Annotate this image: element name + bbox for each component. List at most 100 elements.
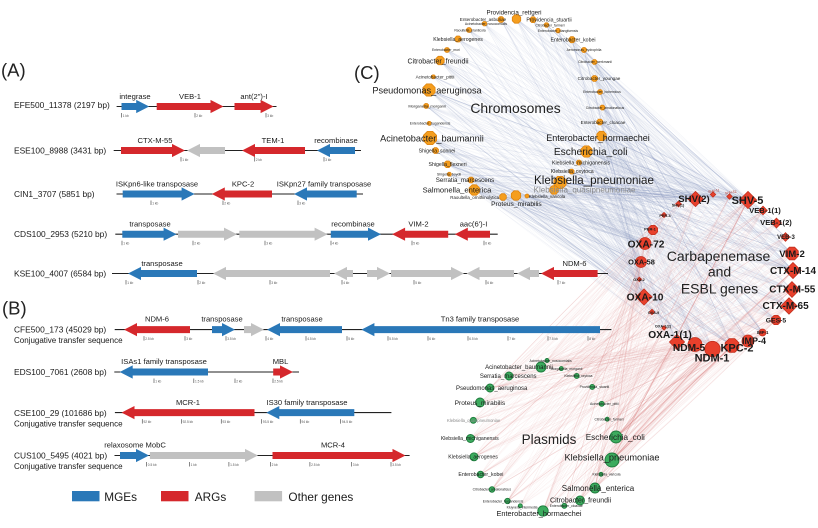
- svg-text:CTX-M-55: CTX-M-55: [137, 136, 172, 145]
- svg-text:Klebsiella_varicola: Klebsiella_varicola: [529, 194, 566, 199]
- svg-text:Shigella_flexneri: Shigella_flexneri: [429, 162, 467, 168]
- svg-text:ISKpn27 family transposase: ISKpn27 family transposase: [277, 180, 372, 189]
- svg-text:Enterobacter_xiangfuensis: Enterobacter_xiangfuensis: [538, 29, 578, 33]
- svg-text:OXA-1(2): OXA-1(2): [655, 325, 672, 329]
- svg-text:3 kb: 3 kb: [266, 242, 272, 246]
- svg-text:2 kb: 2 kb: [272, 463, 278, 467]
- svg-text:Conjugative transfer sequence: Conjugative transfer sequence: [14, 462, 123, 471]
- svg-text:1 kb: 1 kb: [155, 380, 161, 384]
- svg-text:and: and: [708, 264, 731, 280]
- svg-text:SHV-5: SHV-5: [732, 195, 764, 207]
- svg-text:KPC-2: KPC-2: [232, 180, 254, 189]
- svg-text:2 kb: 2 kb: [224, 202, 230, 206]
- svg-text:6 kb: 6 kb: [485, 242, 491, 246]
- svg-text:Klebsiella_oxytoca: Klebsiella_oxytoca: [551, 169, 594, 175]
- svg-text:2 kb: 2 kb: [236, 380, 242, 384]
- svg-text:ESE100_8988 (3431 bp): ESE100_8988 (3431 bp): [14, 145, 106, 155]
- svg-text:EFE500_11378 (2197 bp): EFE500_11378 (2197 bp): [14, 100, 110, 110]
- svg-text:SHV-52: SHV-52: [725, 190, 737, 196]
- svg-text:Enterobacter_cloacae: Enterobacter_cloacae: [581, 120, 626, 125]
- svg-text:2 kb: 2 kb: [196, 114, 202, 118]
- svg-text:EDS100_7061 (2608 bp): EDS100_7061 (2608 bp): [14, 367, 107, 377]
- svg-text:KSE100_4007 (6584 bp): KSE100_4007 (6584 bp): [14, 268, 106, 278]
- svg-text:VEB-1: VEB-1: [179, 92, 201, 101]
- svg-text:NDM-1: NDM-1: [695, 353, 730, 365]
- svg-text:2.5 kb: 2.5 kb: [311, 463, 320, 467]
- svg-text:Citrobacter_amalonaticus: Citrobacter_amalonaticus: [473, 488, 512, 492]
- svg-text:aac(6')-I: aac(6')-I: [460, 220, 488, 229]
- svg-text:7 kb: 7 kb: [509, 337, 515, 341]
- svg-text:Escherichia_coli: Escherichia_coli: [554, 147, 628, 158]
- svg-text:VEB-3: VEB-3: [777, 235, 795, 241]
- svg-text:Shigella_boydii: Shigella_boydii: [437, 172, 461, 176]
- svg-text:Enterobacter_hormaechei: Enterobacter_hormaechei: [546, 133, 650, 143]
- svg-text:Klebsiella_quasipneumoniae: Klebsiella_quasipneumoniae: [447, 418, 501, 423]
- svg-text:Raoultella_planticola: Raoultella_planticola: [454, 28, 485, 32]
- svg-text:0.5 kb: 0.5 kb: [148, 463, 157, 467]
- svg-text:Shigella_sonnei: Shigella_sonnei: [419, 148, 456, 154]
- svg-text:1 kb: 1 kb: [182, 158, 188, 162]
- svg-text:VEB-1(2): VEB-1(2): [760, 218, 792, 227]
- svg-text:7 kb: 7 kb: [559, 281, 565, 285]
- svg-text:Chromosomes: Chromosomes: [470, 100, 560, 116]
- svg-text:1.5 kb: 1.5 kb: [230, 463, 239, 467]
- svg-text:Enterobacter_bohemicus: Enterobacter_bohemicus: [583, 90, 621, 94]
- svg-text:CTX-M-14: CTX-M-14: [770, 266, 817, 277]
- svg-text:transposase: transposase: [201, 315, 242, 324]
- svg-text:Enterobacter_kobei: Enterobacter_kobei: [458, 472, 503, 478]
- svg-text:SHV(2): SHV(2): [678, 194, 709, 205]
- svg-text:Citrobacter_farmeri: Citrobacter_farmeri: [535, 23, 564, 27]
- svg-text:Conjugative transfer sequence: Conjugative transfer sequence: [14, 336, 123, 345]
- svg-text:Enterobacter_bugandensis: Enterobacter_bugandensis: [410, 122, 451, 126]
- svg-text:Klebsiella_michiganensis: Klebsiella_michiganensis: [552, 160, 610, 166]
- svg-text:Plasmids: Plasmids: [522, 432, 577, 447]
- svg-text:Klebsiella_quasipneumoniae: Klebsiella_quasipneumoniae: [534, 185, 636, 194]
- svg-text:Serratia_marcescens: Serratia_marcescens: [436, 177, 494, 184]
- svg-text:Escherichia_coli: Escherichia_coli: [586, 433, 645, 442]
- svg-text:Klebsiella_oxytoca: Klebsiella_oxytoca: [564, 374, 592, 378]
- svg-text:Enterobacter_cloacae: Enterobacter_cloacae: [550, 504, 583, 508]
- svg-text:integrase: integrase: [119, 92, 150, 101]
- svg-text:Enterobacter_mori: Enterobacter_mori: [432, 48, 460, 52]
- svg-text:OXA-1(1): OXA-1(1): [648, 330, 692, 341]
- svg-text:recombinase: recombinase: [331, 220, 374, 229]
- svg-text:(A): (A): [1, 60, 26, 81]
- svg-text:ESBL genes: ESBL genes: [681, 281, 758, 297]
- svg-text:Klebsiella_pneumoniae: Klebsiella_pneumoniae: [564, 452, 659, 462]
- svg-text:relaxosome MobC: relaxosome MobC: [104, 440, 166, 449]
- svg-text:ISAs1 family transposase: ISAs1 family transposase: [121, 357, 207, 366]
- svg-text:Tn3 family transposase: Tn3 family transposase: [441, 315, 520, 324]
- svg-text:recombinase: recombinase: [314, 136, 357, 145]
- svg-text:Klebsiella_pneumoniae: Klebsiella_pneumoniae: [534, 174, 654, 187]
- svg-text:94.5 kb: 94.5 kb: [342, 420, 353, 424]
- svg-text:ARGs: ARGs: [195, 490, 227, 504]
- svg-text:transposase: transposase: [129, 220, 170, 229]
- svg-text:Citrobacter_freundii: Citrobacter_freundii: [550, 498, 612, 505]
- svg-text:VIM-2: VIM-2: [779, 249, 805, 260]
- svg-text:4 kb: 4 kb: [332, 242, 338, 246]
- svg-text:IMP-1: IMP-1: [757, 330, 769, 335]
- svg-text:Citrobacter_amalonaticus: Citrobacter_amalonaticus: [586, 106, 625, 110]
- svg-text:93 kb: 93 kb: [223, 420, 231, 424]
- svg-text:4.5 kb: 4.5 kb: [307, 337, 316, 341]
- svg-text:transposase: transposase: [141, 259, 182, 268]
- svg-text:VEB-1(1): VEB-1(1): [749, 206, 781, 215]
- svg-text:5 kb: 5 kb: [413, 242, 419, 246]
- svg-text:Salmonella_enterica: Salmonella_enterica: [423, 186, 493, 195]
- svg-text:Enterobacter_kobei: Enterobacter_kobei: [551, 38, 596, 44]
- svg-text:GES-5: GES-5: [766, 317, 787, 324]
- svg-text:PER-1: PER-1: [644, 227, 657, 232]
- svg-text:1 kb: 1 kb: [191, 463, 197, 467]
- svg-text:Pseudomonas_aeruginosa: Pseudomonas_aeruginosa: [372, 86, 482, 96]
- svg-text:transposase: transposase: [281, 315, 322, 324]
- svg-text:Enterobacter_hormaechei: Enterobacter_hormaechei: [496, 509, 581, 518]
- svg-text:5 kb: 5 kb: [348, 337, 354, 341]
- svg-text:Acinetobacter_baumannii: Acinetobacter_baumannii: [380, 134, 484, 144]
- svg-text:Raoultella_ornithinolytica: Raoultella_ornithinolytica: [450, 195, 499, 200]
- svg-text:Kluyvera_intermedia: Kluyvera_intermedia: [507, 505, 538, 509]
- svg-text:Acinetobacter_pittii: Acinetobacter_pittii: [416, 75, 455, 80]
- svg-text:Proteus_mirabilis: Proteus_mirabilis: [491, 201, 542, 208]
- svg-text:92 kb: 92 kb: [144, 420, 152, 424]
- svg-text:7.5 kb: 7.5 kb: [549, 337, 558, 341]
- svg-text:3 kb: 3 kb: [299, 202, 305, 206]
